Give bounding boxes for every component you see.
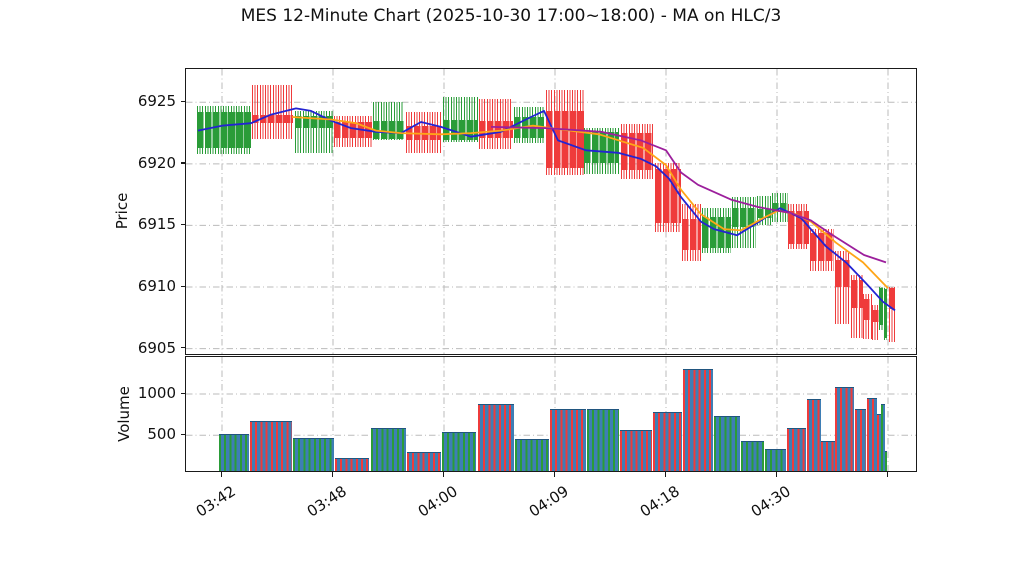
volume-bars-layer <box>186 357 916 471</box>
tick-mark <box>180 392 185 394</box>
volume-bar-up <box>714 416 740 471</box>
volume-bar-up <box>371 427 406 471</box>
volume-bar-up <box>884 450 887 471</box>
volume-bar-up <box>765 448 786 471</box>
candle-body-up <box>584 131 619 163</box>
candle-body-up <box>197 112 251 148</box>
candle-body-down <box>872 310 879 322</box>
candle-wicks <box>889 287 895 343</box>
time-tick-label: 04:00 <box>414 482 461 521</box>
ma-slow-line <box>490 126 887 264</box>
price-tick-label: 6920 <box>137 153 176 172</box>
candle-body-up <box>757 209 772 219</box>
ma-medium-line <box>291 116 889 289</box>
volume-panel <box>185 356 917 472</box>
candle-body-up <box>883 289 887 338</box>
price-tick-label: 6905 <box>137 338 176 357</box>
candle-body-down <box>682 219 701 251</box>
tick-mark <box>442 472 444 477</box>
time-tick-label: 03:48 <box>303 482 350 521</box>
ma-fast-line <box>197 107 896 312</box>
candle-body-down <box>835 259 850 288</box>
price-panel <box>185 68 917 355</box>
chart-title: MES 12-Minute Chart (2025-10-30 17:00~18… <box>240 6 782 26</box>
candle-body-up <box>732 208 756 227</box>
volume-bar-down <box>478 403 514 471</box>
tick-mark <box>180 162 185 164</box>
volume-tick-label: 1000 <box>137 384 176 402</box>
candle-body-down <box>863 299 872 321</box>
price-tick-label: 6910 <box>137 277 176 296</box>
tick-mark <box>664 472 666 477</box>
candle-body-down <box>252 114 293 124</box>
volume-bar-down <box>250 421 292 471</box>
volume-bar-down <box>335 457 369 471</box>
volume-bar-down <box>807 398 821 471</box>
tick-mark <box>553 472 555 477</box>
volume-bar-down <box>821 441 835 471</box>
tick-mark <box>331 472 333 477</box>
tick-mark <box>220 472 222 477</box>
candle-body-down <box>546 110 584 168</box>
price-axis-label: Price <box>113 192 131 230</box>
price-tick-label: 6915 <box>137 215 176 234</box>
volume-bar-down <box>787 427 806 471</box>
volume-bar-up <box>515 439 549 471</box>
volume-bar-down <box>835 387 854 471</box>
tick-mark <box>180 285 185 287</box>
volume-bar-down <box>867 398 877 471</box>
volume-bar-down <box>407 451 441 471</box>
volume-bar-up <box>219 434 249 471</box>
tick-mark <box>886 472 888 477</box>
price-tick-label: 6925 <box>137 92 176 111</box>
volume-bar-down <box>620 429 652 471</box>
candle-body-up <box>879 288 883 326</box>
volume-bar-up <box>881 403 885 471</box>
volume-bar-down <box>877 413 881 471</box>
volume-axis-label: Volume <box>115 386 133 442</box>
candle-wicks <box>252 85 293 140</box>
volume-bar-up <box>442 431 476 471</box>
volume-bar-up <box>293 437 334 471</box>
time-tick-label: 03:42 <box>192 482 239 521</box>
volume-bar-down <box>550 408 586 471</box>
volume-bar-down <box>855 408 866 471</box>
candle-body-up <box>373 120 404 140</box>
time-tick-label: 04:30 <box>747 482 794 521</box>
candle-body-down <box>889 288 895 310</box>
candle-wicks <box>872 305 879 340</box>
time-tick-label: 04:18 <box>636 482 683 521</box>
volume-bar-down <box>653 412 682 471</box>
volume-bar-up <box>741 441 764 471</box>
volume-tick-label: 500 <box>147 425 176 444</box>
tick-mark <box>180 347 185 349</box>
candle-body-down <box>851 279 863 308</box>
moving-average-lines <box>197 107 896 312</box>
volume-bar-down <box>683 369 713 471</box>
tick-mark <box>775 472 777 477</box>
volume-bar-up <box>587 408 619 471</box>
candles-layer <box>186 69 916 354</box>
tick-mark <box>180 100 185 102</box>
time-tick-label: 04:09 <box>525 482 572 521</box>
tick-mark <box>180 433 185 435</box>
tick-mark <box>180 223 185 226</box>
